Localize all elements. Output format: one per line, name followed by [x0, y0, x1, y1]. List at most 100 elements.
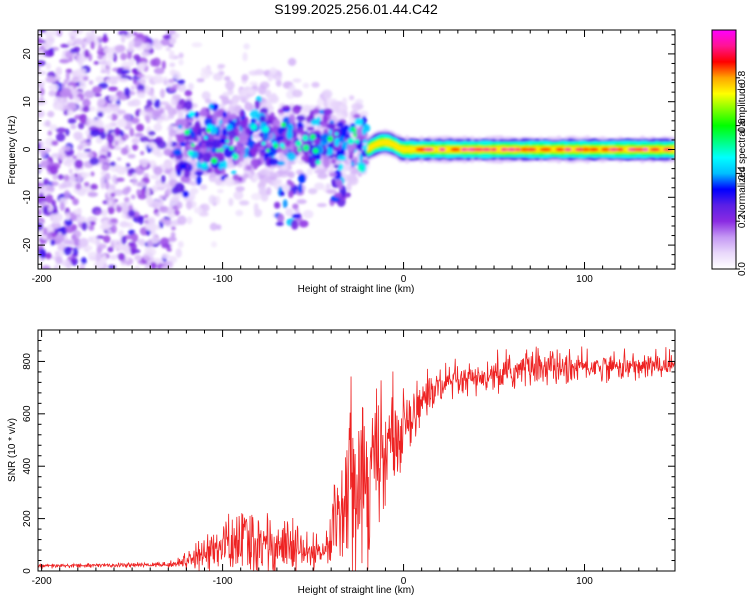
heatmap-cell — [282, 199, 288, 209]
heatmap-cell — [148, 221, 157, 232]
heatmap-cell — [64, 158, 76, 163]
heatmap-cell — [287, 160, 296, 165]
heatmap-cell — [106, 114, 113, 119]
heatmap-cell — [173, 73, 182, 80]
heatmap-cell — [168, 50, 175, 60]
heatmap-cell — [296, 121, 303, 128]
heatmap-cell — [106, 59, 112, 68]
heatmap-cell — [115, 177, 125, 182]
heatmap-cell — [106, 67, 111, 76]
heatmap-cell — [259, 115, 266, 123]
heatmap-cell — [84, 247, 90, 253]
heatmap-cell — [287, 171, 295, 179]
heatmap-cell — [292, 203, 299, 210]
heatmap-cell — [244, 101, 250, 110]
heatmap-cell — [285, 208, 294, 217]
heatmap-cell — [107, 53, 114, 60]
heatmap-cell — [206, 141, 214, 146]
heatmap-cell — [335, 150, 344, 156]
heatmap-cell — [268, 142, 273, 147]
heatmap-cell — [266, 148, 270, 153]
heatmap-cell — [131, 38, 143, 48]
heatmap-cell — [222, 111, 227, 118]
heatmap-cell — [66, 162, 72, 168]
heatmap-cell — [252, 173, 260, 181]
snr-y-ticks: 0 200 400 600 800 — [22, 329, 675, 574]
heatmap-cell — [107, 246, 114, 253]
heatmap-cell — [352, 129, 357, 133]
heatmap-cell — [75, 68, 87, 75]
heatmap-cell — [74, 159, 83, 169]
heatmap-cell — [232, 153, 239, 160]
heatmap-cell — [298, 182, 303, 194]
heatmap-cell — [273, 130, 278, 136]
heatmap-cell — [116, 166, 127, 175]
heatmap-cell — [45, 75, 56, 83]
heatmap-cell — [80, 216, 86, 223]
snr-series-line — [38, 346, 675, 571]
heatmap-cell — [178, 59, 184, 66]
heatmap-cell — [317, 172, 328, 179]
heatmap-cell — [333, 169, 342, 180]
heatmap-cell — [262, 126, 270, 133]
heatmap-cell — [608, 147, 620, 152]
heatmap-cell — [194, 111, 200, 119]
heatmap-cell — [307, 188, 318, 195]
heatmap-cell — [135, 109, 140, 117]
heatmap-cell — [219, 147, 224, 153]
heatmap-cell — [156, 182, 167, 189]
heatmap-cell — [45, 35, 55, 45]
heatmap-cell — [65, 71, 70, 81]
heatmap-cell — [65, 50, 72, 59]
y-tick-label: 800 — [22, 353, 33, 370]
heatmap-cell — [341, 97, 348, 106]
heatmap-cell — [60, 43, 70, 48]
heatmap-cell — [99, 131, 107, 140]
heatmap-cell — [515, 147, 521, 152]
heatmap-cell — [226, 123, 233, 132]
heatmap-cell — [168, 129, 176, 137]
heatmap-cell — [268, 171, 275, 177]
heatmap-cell — [298, 173, 306, 184]
heatmap-cell — [153, 78, 163, 84]
heatmap-cell — [223, 76, 231, 81]
heatmap-cell — [79, 263, 86, 268]
heatmap-cell — [158, 205, 168, 214]
heatmap-cell — [110, 224, 117, 234]
heatmap-cell — [220, 182, 226, 187]
heatmap-cell — [86, 117, 91, 126]
heatmap-cell — [155, 212, 160, 217]
heatmap-cell — [217, 63, 226, 69]
heatmap-cell — [266, 186, 272, 196]
heatmap-cell — [171, 226, 176, 231]
heatmap-cell — [135, 181, 147, 188]
heatmap-cell — [100, 179, 106, 190]
heatmap-cell — [239, 152, 245, 163]
heatmap-cell — [208, 102, 214, 111]
heatmap-cell — [317, 97, 324, 108]
heatmap-cell — [97, 43, 103, 53]
heatmap-cell — [107, 205, 115, 215]
heatmap-cell — [147, 142, 156, 149]
heatmap-cell — [184, 100, 193, 111]
heatmap-cell — [296, 114, 306, 122]
heatmap-cell — [297, 147, 302, 152]
heatmap-cell — [166, 140, 172, 148]
heatmap-cell — [273, 201, 281, 209]
heatmap-cell — [170, 231, 176, 239]
heatmap-cell — [52, 173, 58, 181]
heatmap-cell — [87, 217, 97, 222]
heatmap-cell — [97, 54, 104, 60]
heatmap-cell — [246, 88, 257, 95]
heatmap-cells — [38, 30, 675, 269]
heatmap-cell — [153, 42, 163, 51]
heatmap-cell — [82, 106, 90, 113]
heatmap-cell — [109, 161, 116, 167]
heatmap-cell — [250, 158, 260, 167]
heatmap-cell — [337, 163, 344, 171]
heatmap-cell — [118, 244, 130, 252]
heatmap-cell — [316, 203, 327, 208]
heatmap-cell — [131, 98, 141, 107]
heatmap-cell — [81, 43, 86, 50]
